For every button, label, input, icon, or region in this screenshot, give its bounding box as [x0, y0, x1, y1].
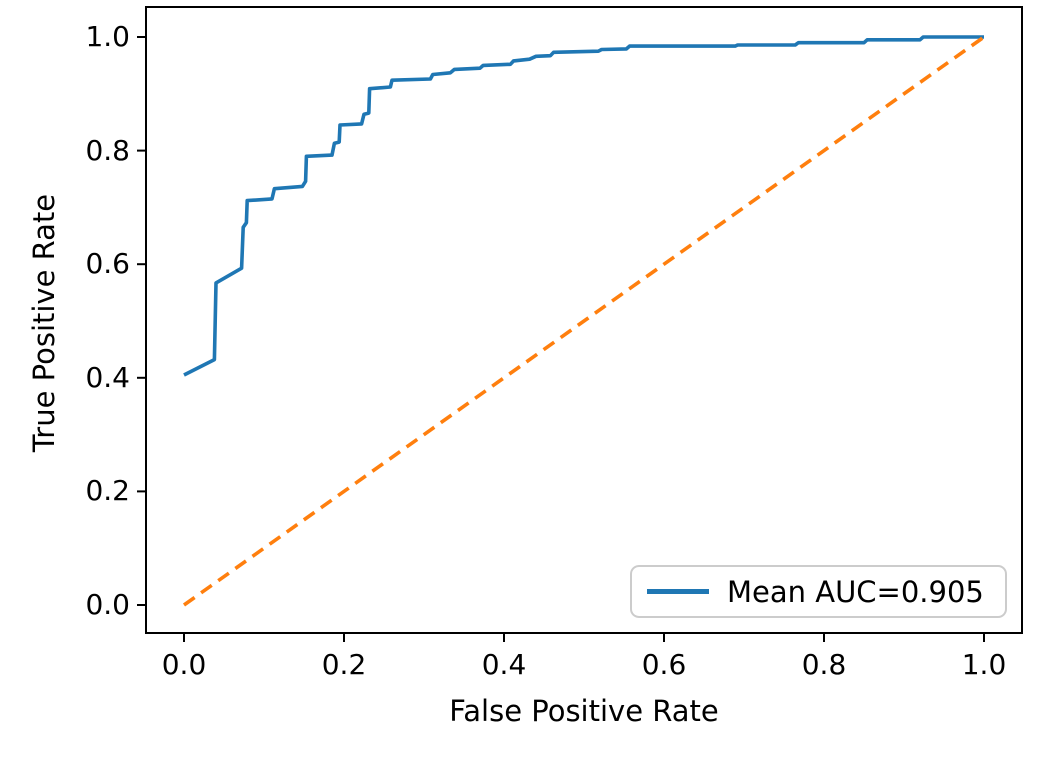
- y-tick-label: 0.8: [85, 133, 130, 167]
- x-tick-label: 0.4: [481, 648, 527, 681]
- y-tick-label: 0.6: [85, 247, 130, 281]
- x-tick-label: 1.0: [961, 648, 1007, 681]
- legend-label: Mean AUC=0.905: [727, 574, 984, 609]
- y-tick-label: 1.0: [85, 20, 130, 53]
- roc-curve-line: [183, 35, 984, 377]
- x-axis-label: False Positive Rate: [449, 694, 719, 728]
- x-tick-label: 0.6: [641, 648, 687, 681]
- chance-diagonal-line: [182, 35, 986, 607]
- x-tick-label: 0.2: [321, 648, 367, 681]
- y-tick-label: 0.0: [85, 588, 130, 621]
- y-tick-label: 0.2: [85, 474, 130, 508]
- y-axis-label: True Positive Rate: [27, 193, 61, 453]
- legend-line-sample-icon: [647, 589, 709, 594]
- legend: Mean AUC=0.905: [630, 565, 1007, 618]
- x-tick-label: 0.0: [161, 648, 207, 681]
- axes-spines: [145, 6, 1023, 634]
- x-tick-label: 0.8: [801, 648, 847, 681]
- y-tick-label: 0.4: [85, 360, 130, 394]
